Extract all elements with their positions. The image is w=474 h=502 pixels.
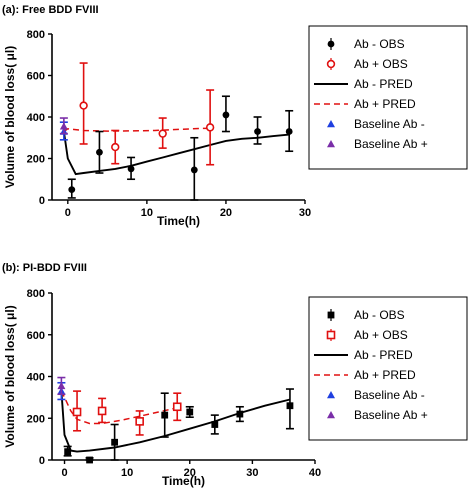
x-tick-label: 0	[65, 207, 71, 219]
data-point-s1-p2	[158, 129, 167, 138]
data-point-s0-p0	[64, 448, 72, 456]
legend-box	[308, 296, 468, 441]
y-tick-label: 400	[27, 112, 45, 124]
chart-panel-1: (a): Free BDD FVIII 0 200 400 600 800 0 10 20 30 T…	[2, 4, 468, 228]
data-point-s0-p5	[254, 128, 261, 135]
panel-label: (a): Free BDD FVIII	[2, 4, 99, 16]
y-axis-title: Volume of blood loss( μl)	[3, 305, 17, 447]
legend-label-3: Ab + PRED	[354, 97, 416, 111]
data-point-s1-p0	[72, 407, 82, 417]
legend-marker-0	[327, 311, 335, 319]
legend-marker-1	[326, 59, 336, 69]
x-tick-label: 20	[184, 467, 196, 479]
data-point-s0-p7	[286, 402, 294, 410]
data-point-s0-p2	[111, 438, 119, 446]
y-tick-label: 200	[27, 154, 45, 166]
x-tick-label: 30	[246, 467, 258, 479]
x-tick-label: 0	[61, 467, 67, 479]
data-point-s0-p1	[86, 456, 93, 464]
x-tick-label: 30	[299, 207, 311, 219]
data-point-s0-p3	[190, 166, 198, 174]
series-line-2	[60, 391, 291, 453]
data-point-s1-p3	[172, 402, 182, 412]
data-point-s0-p1	[96, 148, 103, 156]
legend-marker-4	[327, 391, 335, 399]
y-tick-label: 800	[27, 29, 45, 41]
data-point-s0-p4	[186, 408, 194, 416]
x-tick-label: 20	[220, 207, 232, 219]
legend-label-2: Ab - PRED	[354, 348, 413, 362]
legend-label-4: Baseline Ab -	[354, 117, 425, 131]
y-tick-label: 0	[39, 455, 45, 467]
x-axis-title: Time(h)	[157, 214, 200, 228]
legend: Ab - OBS Ab + OBS Ab - PRED Ab + PRED Baseli…	[308, 25, 468, 170]
y-tick-label: 800	[27, 288, 45, 300]
panel-label: (b): PI-BDD FVIII	[2, 262, 87, 274]
legend-label-5: Baseline Ab +	[354, 137, 428, 151]
legend-label-1: Ab + OBS	[354, 57, 408, 71]
y-tick-label: 200	[27, 413, 45, 425]
legend-label-2: Ab - PRED	[354, 77, 413, 91]
data-point-s1-p0	[79, 101, 88, 110]
data-point-s0-p2	[127, 165, 135, 173]
series-line-3	[63, 127, 211, 133]
y-tick-label: 400	[27, 372, 45, 384]
legend-marker-5	[327, 411, 335, 419]
data-point-s0-p3	[161, 411, 169, 419]
legend-label-0: Ab - OBS	[354, 37, 405, 51]
data-point-s1-p1	[111, 142, 120, 152]
data-point-s5-p0	[57, 381, 66, 390]
data-point-s5-p0	[59, 122, 68, 130]
data-point-s0-p4	[222, 111, 230, 119]
x-axis-title: Time(h)	[162, 474, 205, 488]
legend-marker-1	[326, 330, 336, 340]
y-tick-label: 600	[27, 330, 45, 342]
legend-label-4: Baseline Ab -	[354, 388, 425, 402]
x-tick-label: 10	[121, 467, 133, 479]
legend-label-5: Baseline Ab +	[354, 408, 428, 422]
data-point-s0-p5	[211, 421, 219, 428]
series-line-3	[60, 390, 178, 425]
legend: Ab - OBS Ab + OBS Ab - PRED Ab + PRED Baseli…	[308, 296, 468, 441]
legend-marker-0	[327, 40, 335, 48]
legend-label-0: Ab - OBS	[354, 308, 405, 322]
legend-label-1: Ab + OBS	[354, 328, 408, 342]
series-line-2	[62, 131, 290, 176]
y-tick-label: 600	[27, 71, 45, 83]
data-point-s1-p2	[135, 417, 144, 426]
data-point-s0-p6	[236, 410, 244, 418]
data-point-s0-p6	[285, 128, 293, 135]
data-point-s1-p1	[97, 406, 107, 416]
data-point-s0-p0	[68, 186, 76, 194]
x-tick-label: 10	[141, 207, 153, 219]
legend-marker-5	[327, 140, 335, 148]
y-axis-title: Volume of blood loss( μl)	[3, 46, 17, 188]
data-point-s1-p3	[205, 123, 215, 132]
legend-label-3: Ab + PRED	[354, 368, 416, 382]
legend-marker-4	[327, 120, 335, 128]
y-tick-label: 0	[39, 195, 45, 207]
chart-panel-2: (b): PI-BDD FVIII 0 200 400 600 800 0 10 20 30 40 T…	[2, 262, 468, 488]
legend-box	[308, 25, 468, 170]
x-tick-label: 40	[309, 467, 321, 479]
